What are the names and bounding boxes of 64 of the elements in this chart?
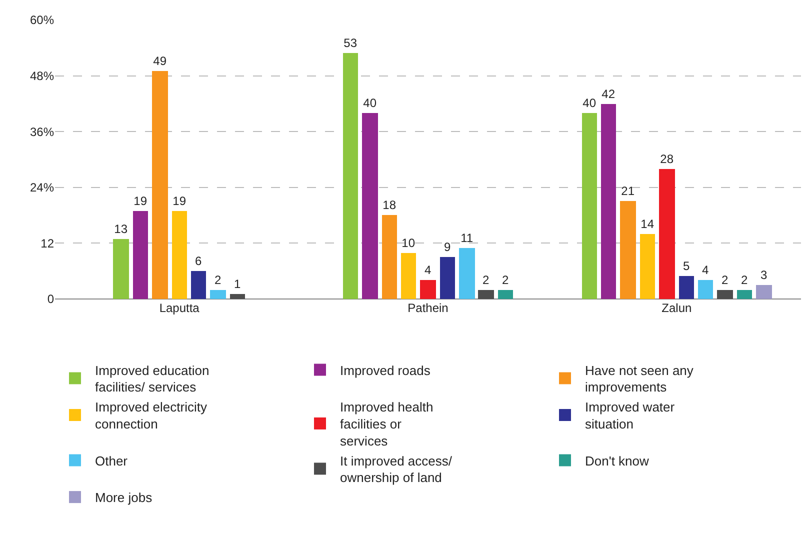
data-label: 2 [482,273,490,287]
data-label: 9 [444,240,451,254]
legend-label: Improved roads [340,362,431,378]
data-label: 11 [460,231,474,245]
data-label: 6 [195,254,202,268]
bar [498,290,513,299]
data-label: 1 [234,277,241,291]
y-tick-label: 0 [47,292,54,306]
bar [659,169,675,299]
legend-label: Have not seen any improvements [585,362,694,395]
bar [756,285,772,299]
data-label: 42 [602,87,616,101]
bar [478,290,494,299]
data-label: 19 [134,194,148,208]
data-label: 2 [502,273,509,287]
data-label: 14 [640,217,654,231]
bar [459,248,475,299]
data-label: 10 [402,236,416,250]
bar [440,257,455,299]
bar [401,253,416,299]
x-tick-label: Pathein [408,301,448,315]
y-tick-label: 60% [30,13,54,28]
x-tick-label: Laputta [159,301,200,315]
data-label: 21 [621,184,635,198]
bar [737,290,752,299]
data-label: 40 [363,96,377,110]
bar [698,280,713,299]
data-label: 49 [153,54,167,68]
data-label: 2 [214,273,222,287]
x-tick-label: Zalun [662,301,692,315]
legend-label: Improved electricity connection [95,400,208,432]
y-tick-label: 48% [30,69,54,83]
data-label: 53 [344,36,358,50]
y-tick-label: 12 [40,236,54,250]
bar [640,234,655,299]
data-label: 5 [683,259,690,273]
data-label: 4 [702,263,709,277]
legend-label: It improved access/ ownership of land [340,453,452,486]
bar [420,280,436,299]
bar [382,215,397,299]
data-label: 4 [424,263,432,277]
bar [362,113,378,299]
data-label: 2 [741,273,748,287]
bar [620,201,636,299]
data-label: 19 [172,194,186,208]
y-tick-label: 36% [30,124,54,139]
legend-label: More jobs [95,490,153,506]
legend-label: Don't know [585,453,650,468]
data-label: 18 [382,198,396,212]
data-label: 2 [722,273,728,287]
bar [717,290,733,299]
bar [343,53,358,299]
data-label: 40 [582,96,596,110]
bar [601,104,616,299]
legend-label: Improved water situation [585,400,676,432]
y-tick-label: 24% [30,180,54,195]
legend-label: Improved education facilities/ services [95,362,210,395]
legend-label: Other [95,453,128,468]
bar [679,276,694,299]
data-label: 13 [114,222,128,236]
bar [582,113,597,299]
data-label: 28 [660,152,674,166]
legend-label: Improved health facilities or services [340,400,434,448]
data-label: 3 [760,268,768,282]
